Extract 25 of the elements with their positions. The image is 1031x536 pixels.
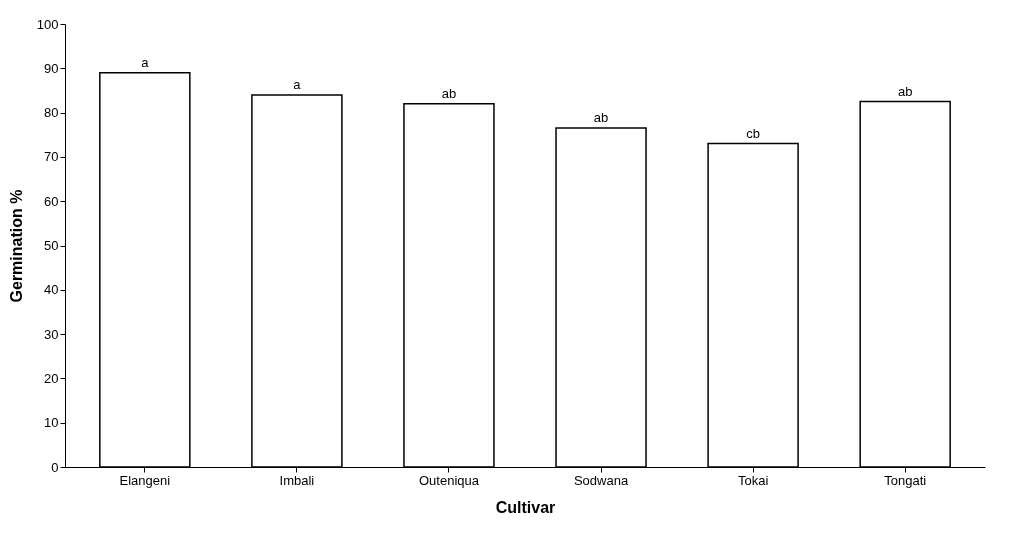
annotation: a <box>141 54 150 70</box>
y-tick-label: 0 <box>51 459 59 475</box>
annotation: a <box>293 76 302 92</box>
y-axis-title: Germination % <box>7 189 25 303</box>
y-tick-label: 20 <box>44 370 59 386</box>
y-tick-label: 70 <box>44 149 59 165</box>
annotation: cb <box>746 125 760 141</box>
y-tick-label: 40 <box>44 282 59 298</box>
x-tick-label: Tokai <box>737 472 769 488</box>
y-tick-label: 90 <box>44 60 59 76</box>
x-axis-title: Cultivar <box>495 498 556 516</box>
y-tick-label: 30 <box>44 326 59 342</box>
y-tick-label: 10 <box>44 415 59 431</box>
x-tick-label: Elangeni <box>119 472 171 488</box>
x-tick-label: Sodwana <box>573 472 629 488</box>
x-tick-label: Tongati <box>884 472 927 488</box>
y-tick-label: 100 <box>36 16 59 32</box>
annotation: ab <box>593 110 609 126</box>
y-tick-label: 50 <box>44 238 59 253</box>
y-tick-label: 80 <box>44 105 59 121</box>
annotation: ab <box>897 83 913 99</box>
y-tick-label: 60 <box>44 193 59 209</box>
x-tick-label: Outeniqua <box>418 472 480 488</box>
x-tick-label: Imbali <box>279 472 315 488</box>
annotation: ab <box>441 85 457 101</box>
